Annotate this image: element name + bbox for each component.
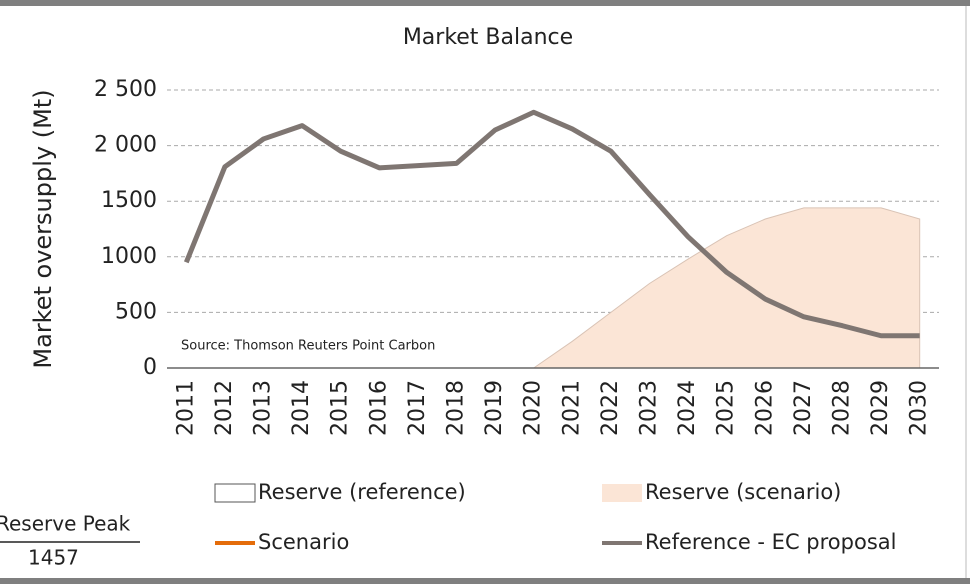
y-tick-label: 1500 xyxy=(101,188,157,213)
reserve-peak-label: Reserve Peak xyxy=(0,512,131,536)
x-tick-label: 2030 xyxy=(907,380,932,436)
x-tick-label: 2012 xyxy=(212,380,237,436)
x-tick-label: 2011 xyxy=(173,380,198,436)
x-tick-label: 2028 xyxy=(830,380,855,436)
x-tick-label: 2018 xyxy=(444,380,469,436)
x-tick-label: 2013 xyxy=(251,380,276,436)
x-tick-label: 2027 xyxy=(791,380,816,436)
y-tick-label: 2 500 xyxy=(94,77,157,102)
reserve-peak-value: 1457 xyxy=(28,546,79,570)
x-tick-label: 2017 xyxy=(405,380,430,436)
y-axis-label: Market oversupply (Mt) xyxy=(29,89,57,368)
x-tick-label: 2023 xyxy=(637,380,662,436)
x-tick-label: 2020 xyxy=(521,380,546,436)
legend-swatch xyxy=(214,483,256,503)
y-tick-label: 1000 xyxy=(101,244,157,269)
top-bar xyxy=(0,0,970,6)
y-tick-label: 2 000 xyxy=(94,133,157,158)
x-tick-label: 2019 xyxy=(482,380,507,436)
y-tick-label: 0 xyxy=(143,355,157,380)
legend-label: Scenario xyxy=(258,530,349,554)
line xyxy=(183,109,920,339)
y-tick-label: 500 xyxy=(115,299,157,324)
x-tick-label: 2021 xyxy=(559,380,584,436)
legend-label: Reference - EC proposal xyxy=(645,530,896,554)
annotation: Source: Thomson Reuters Point Carbon xyxy=(181,339,435,354)
bottom-bar xyxy=(0,578,970,584)
legend-swatch xyxy=(602,484,642,502)
legend-label: Reserve (scenario) xyxy=(645,480,841,504)
x-tick-label: 2014 xyxy=(289,380,314,436)
chart-title: Market Balance xyxy=(403,25,573,50)
legend-label: Reserve (reference) xyxy=(258,480,466,504)
x-tick-label: 2029 xyxy=(868,380,893,436)
x-tick-label: 2022 xyxy=(598,380,623,436)
x-tick-label: 2015 xyxy=(328,380,353,436)
x-tick-label: 2026 xyxy=(752,380,777,436)
x-tick-label: 2016 xyxy=(366,380,391,436)
x-tick-label: 2025 xyxy=(714,380,739,436)
x-tick-label: 2024 xyxy=(675,380,700,436)
area xyxy=(532,207,921,369)
